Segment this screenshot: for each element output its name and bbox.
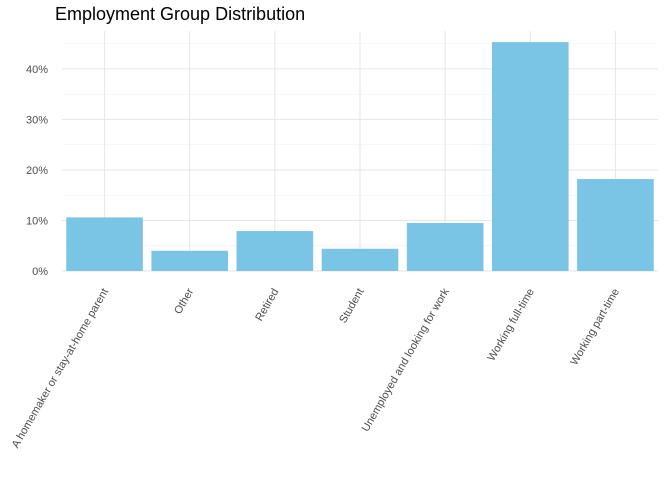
x-tick-label: Working part-time [568, 287, 622, 368]
x-tick-label: Retired [253, 287, 281, 324]
x-tick-label: Working full-time [486, 287, 537, 364]
y-tick-label: 30% [26, 114, 48, 126]
y-tick-label: 40% [26, 64, 48, 76]
bar-0 [66, 217, 143, 271]
bar-2 [236, 231, 314, 271]
y-tick-label: 20% [26, 165, 48, 177]
x-tick-label: Student [337, 287, 366, 326]
x-tick-label: A homemaker or stay-at-home parent [10, 287, 111, 451]
x-axis-ticks: A homemaker or stay-at-home parent Other R… [10, 286, 622, 450]
bars [66, 42, 654, 272]
y-tick-label: 10% [26, 215, 48, 227]
y-tick-label: 0% [32, 266, 48, 278]
bar-6 [577, 179, 654, 271]
bar-3 [321, 248, 399, 271]
bar-1 [151, 250, 229, 271]
x-tick-label: Other [172, 286, 196, 316]
x-tick-label: Unemployed and looking for work [360, 286, 452, 434]
y-axis-ticks: 0% 10% 20% 30% 40% [26, 64, 48, 278]
chart-title: Employment Group Distribution [55, 4, 306, 24]
bar-5 [491, 42, 569, 272]
bar-4 [406, 223, 484, 271]
